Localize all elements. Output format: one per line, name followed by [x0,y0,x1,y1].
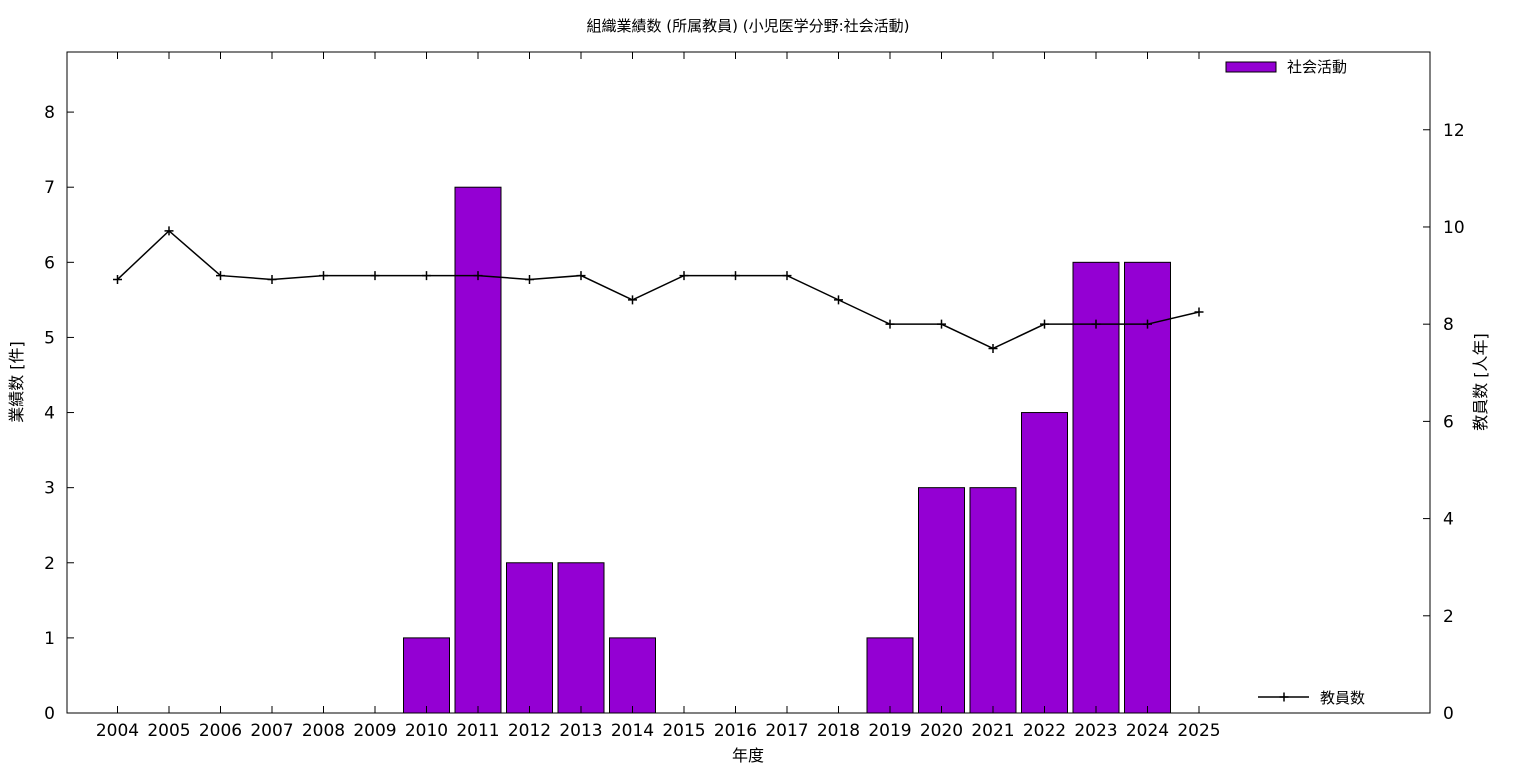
bar [969,487,1017,714]
line-path [116,229,1200,350]
line-point [1194,307,1204,317]
y-tick-label: 2 [44,554,55,574]
x-tick-label: 2022 [1023,721,1066,741]
line-point [473,271,483,281]
y-axis-right: 0 2 4 6 8 10 12 [1423,121,1465,724]
line-point [937,319,946,329]
line-point [679,271,689,281]
x-tick-label: 2014 [611,721,654,741]
y2-tick-label: 2 [1443,607,1454,627]
line-point [1143,319,1152,329]
y-tick-label: 6 [44,253,55,273]
line-point [1040,319,1049,329]
x-tick-label: 2007 [250,721,293,741]
plot-frame [66,51,1431,714]
x-tick-label: 2024 [1126,721,1169,741]
line-point [576,271,586,281]
y-tick-label: 3 [44,479,55,499]
line-point [525,274,534,284]
legend-bar-label: 社会活動 [1287,58,1347,76]
y-tick-label: 4 [44,404,55,424]
bar [403,637,450,714]
y-tick-label: 5 [44,328,55,348]
line-point [422,271,431,281]
line-point [164,226,174,236]
x-tick-label: 2025 [1177,721,1220,741]
y2-tick-label: 8 [1443,315,1454,335]
x-tick-label: 2008 [302,721,345,741]
bar [918,487,965,714]
bar [866,637,914,714]
legend-line: 教員数 [1258,689,1365,707]
y2-tick-label: 10 [1443,218,1465,238]
legend-bar-swatch [1225,61,1277,73]
x-tick-label: 2006 [199,721,242,741]
x-tick-label: 2021 [971,721,1014,741]
x-tick-label: 2009 [353,721,396,741]
x-tick-label: 2023 [1074,721,1117,741]
x-tick-label: 2004 [96,721,139,741]
line-series [113,226,1204,353]
x-tick-label: 2018 [817,721,860,741]
bar [1072,261,1120,714]
x-tick-label: 2011 [456,721,499,741]
bar-series [403,186,1171,714]
legend-line-label: 教員数 [1320,689,1365,707]
line-point [267,274,277,284]
y-tick-label: 0 [44,704,55,724]
x-tick-label: 2013 [559,721,602,741]
line-point [216,271,225,281]
line-point [370,271,380,281]
bar [609,637,656,714]
bar [506,562,553,714]
x-tick-label: 2015 [662,721,705,741]
x-tick-label: 2019 [868,721,911,741]
line-point [834,295,843,305]
x-tick-label: 2012 [508,721,551,741]
line-point [731,271,740,281]
y2-tick-label: 6 [1443,412,1454,432]
line-point [782,271,792,281]
line-point [628,295,637,305]
bar [1021,412,1068,714]
bar [454,186,502,714]
x-axis-title: 年度 [732,746,764,765]
y-tick-label: 7 [44,178,55,198]
line-point [988,343,998,353]
x-axis: 2004 2005 2006 2007 2008 2009 2010 2011 2012 2013… [96,52,1221,741]
bar [1124,261,1171,714]
line-point [113,274,122,284]
y2-axis-title: 教員数 [人年] [1471,333,1490,431]
x-tick-label: 2017 [765,721,808,741]
chart-title: 組織業績数 (所属教員) (小児医学分野:社会活動) [586,17,909,35]
line-point [319,271,328,281]
line-point [885,319,895,329]
line-point [1091,319,1101,329]
y2-tick-label: 0 [1443,704,1454,724]
x-tick-label: 2016 [714,721,757,741]
y2-tick-label: 4 [1443,510,1454,530]
y-axis-left: 0 1 2 3 4 5 6 7 8 [44,103,74,724]
legend-bar: 社会活動 [1225,58,1347,76]
bar [557,562,605,714]
y-tick-label: 8 [44,103,55,123]
x-tick-label: 2020 [920,721,963,741]
legend-line-marker [1279,692,1289,702]
x-tick-label: 2005 [147,721,190,741]
y-axis-title: 業績数 [件] [7,341,26,423]
y-tick-label: 1 [44,629,55,649]
x-tick-label: 2010 [405,721,448,741]
y2-tick-label: 12 [1443,121,1465,141]
